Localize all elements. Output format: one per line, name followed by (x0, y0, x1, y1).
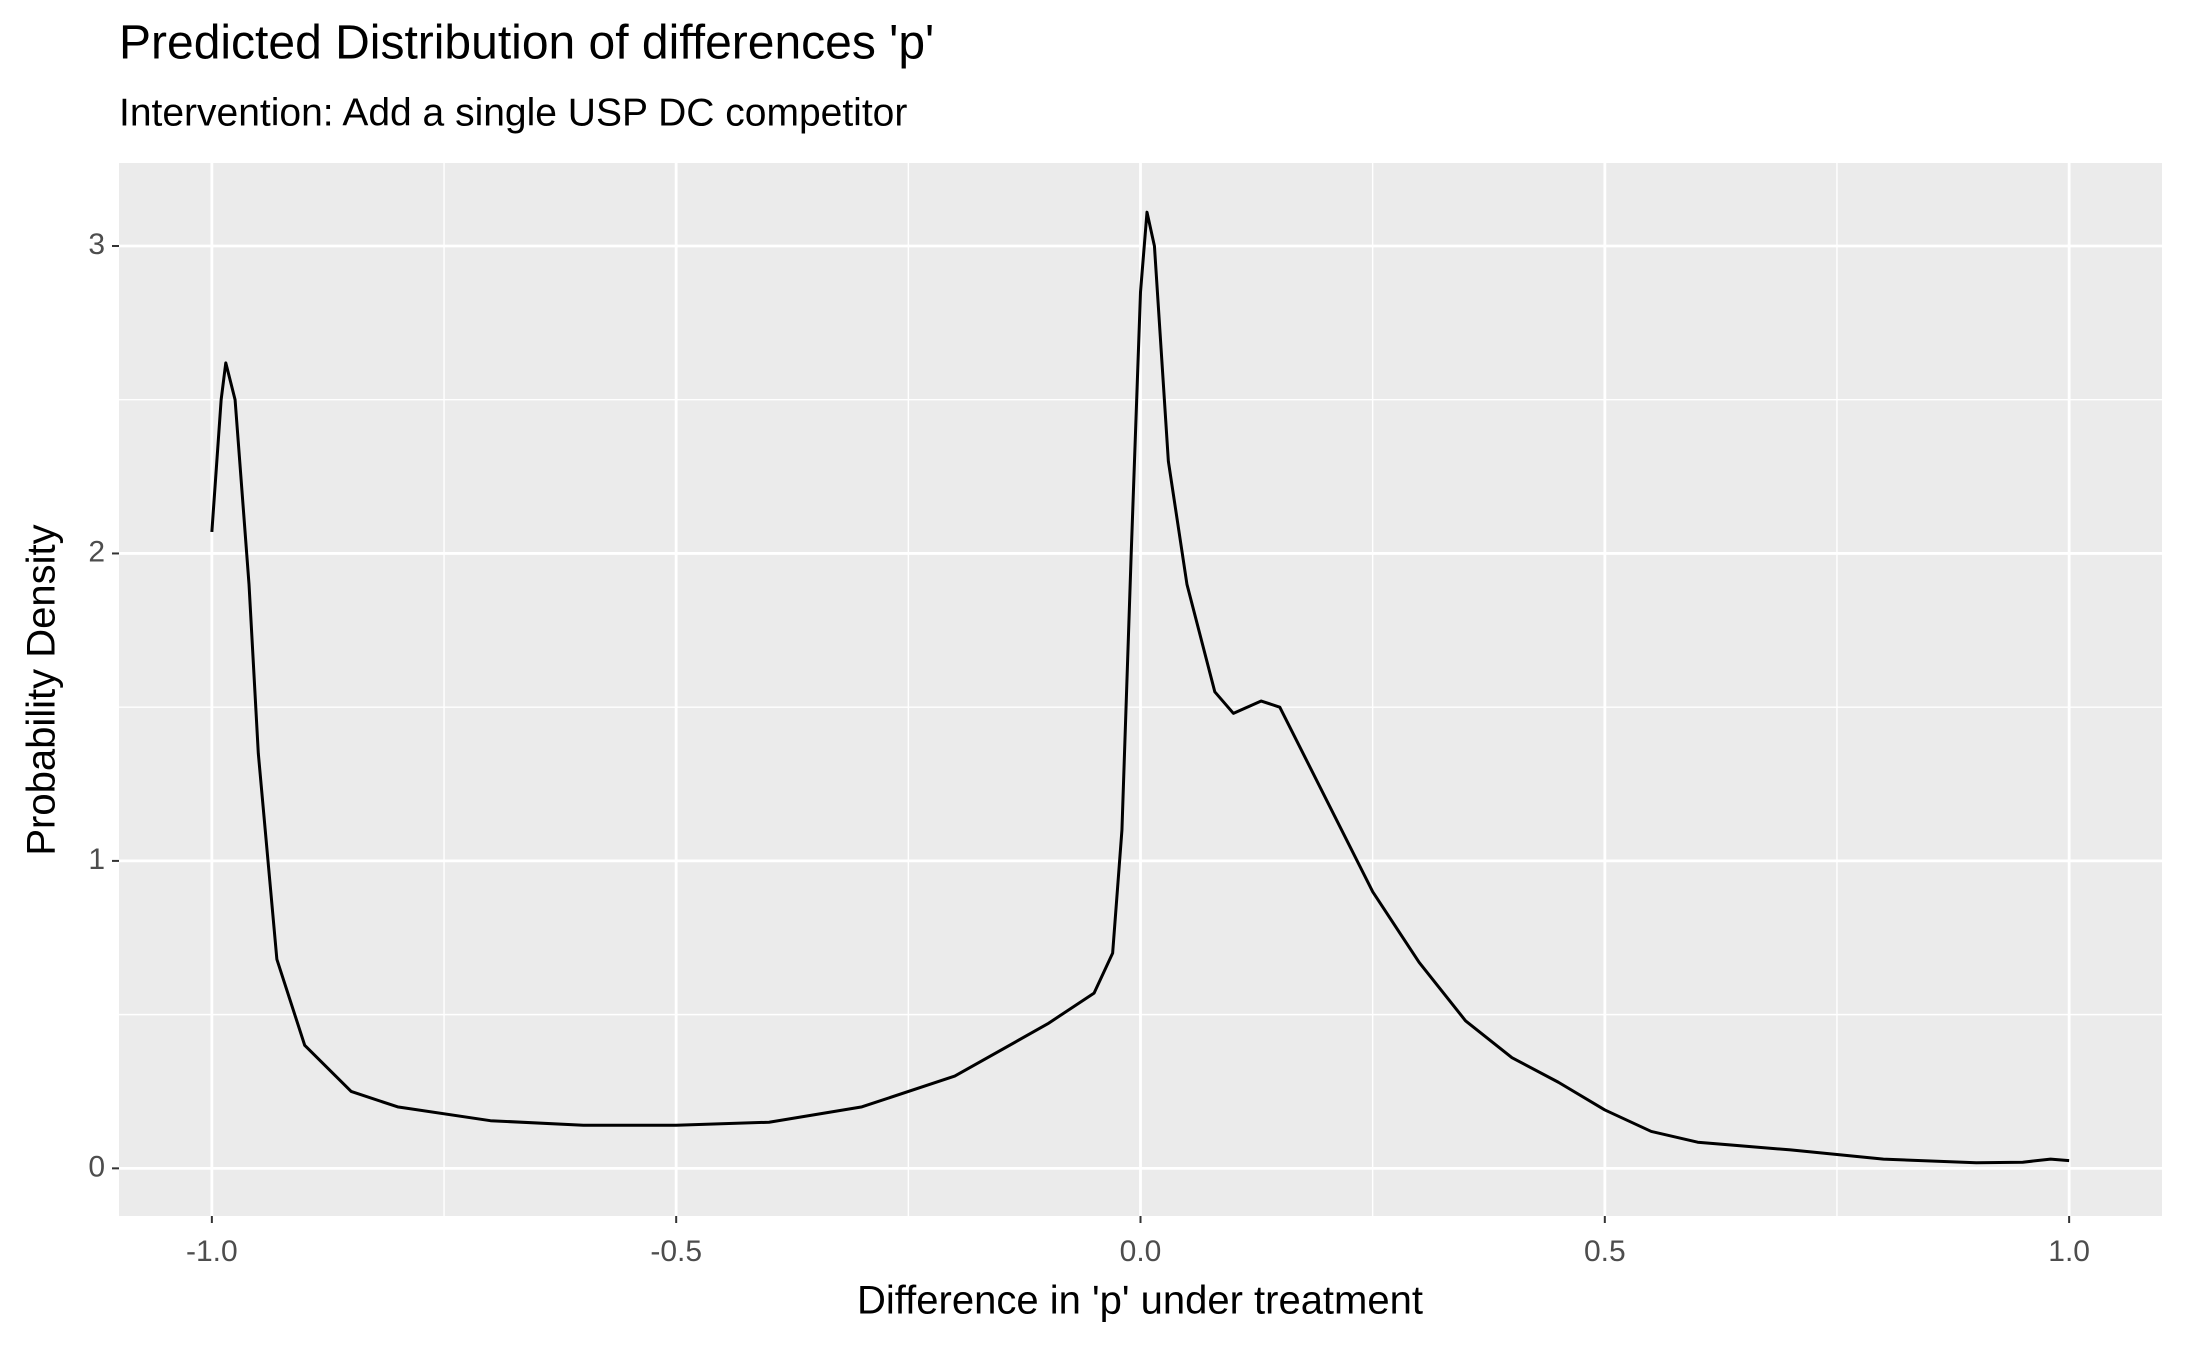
x-tick-label: 0.0 (1120, 1235, 1162, 1268)
x-axis-title: Difference in 'p' under treatment (857, 1279, 1423, 1323)
y-tick-label: 3 (88, 228, 105, 261)
y-tick-label: 0 (88, 1150, 105, 1183)
x-tick-label: 1.0 (2048, 1235, 2090, 1268)
y-axis-title: Probability Density (20, 524, 64, 855)
density-line (210, 210, 2070, 1165)
chart-title: Predicted Distribution of differences 'p… (119, 17, 934, 70)
y-tick-label: 1 (88, 843, 105, 876)
x-tick-label: -1.0 (186, 1235, 238, 1268)
y-tick-label: 2 (88, 535, 105, 568)
x-tick-label: -0.5 (650, 1235, 702, 1268)
chart-subtitle: Intervention: Add a single USP DC compet… (119, 91, 907, 134)
x-tick-label: 0.5 (1584, 1235, 1626, 1268)
